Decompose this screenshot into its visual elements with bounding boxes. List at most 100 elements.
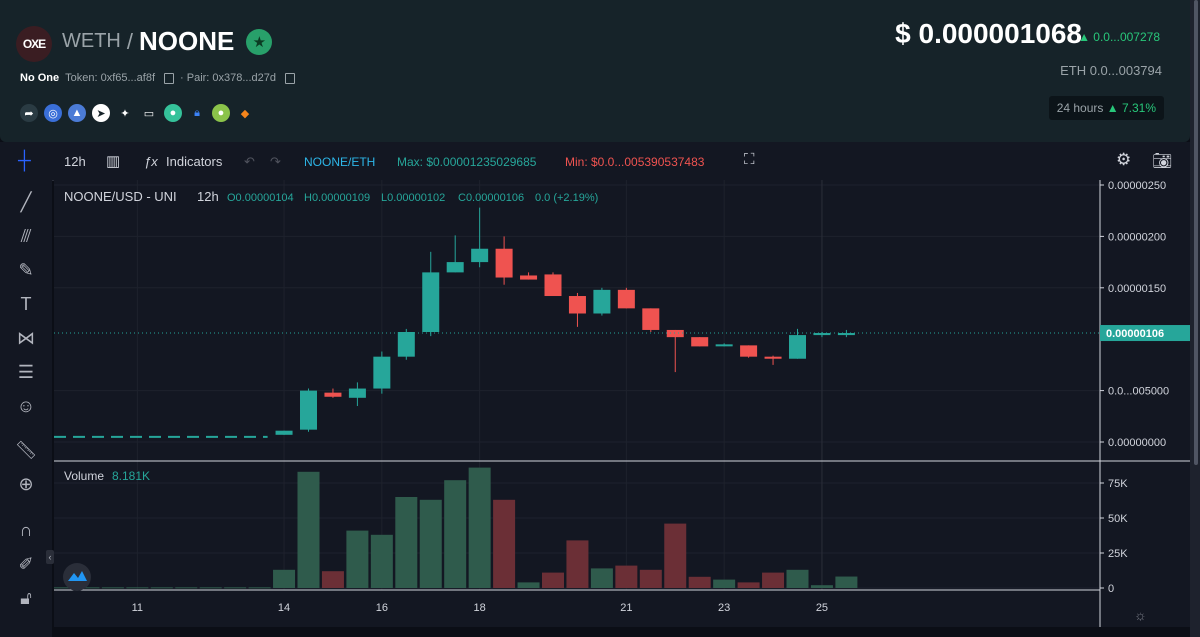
chart-link-icon[interactable]: ▲ <box>68 104 86 122</box>
candles-icon[interactable]: ▥ <box>106 153 121 170</box>
lock-drawings-icon[interactable]: ✐ <box>18 553 34 574</box>
volume-bar <box>444 480 467 588</box>
candle-body <box>593 289 611 314</box>
green-token-icon[interactable]: ● <box>212 104 230 122</box>
chart-svg[interactable]: 0.00000106 0.00000000 0.0...005000 0.000001… <box>53 180 1190 627</box>
interval-button[interactable]: 12h <box>64 154 86 169</box>
volume-bar <box>346 530 369 588</box>
candle-body <box>275 430 293 435</box>
current-price-label: 0.00000106 <box>1106 328 1164 340</box>
token-name: No One <box>20 72 60 84</box>
period-badge[interactable]: 24 hours ▲ 7.31% <box>1048 96 1164 120</box>
volume-bar <box>273 569 296 588</box>
symbol-label[interactable]: NOONE/ETH <box>304 155 376 169</box>
volume-bar <box>248 587 271 589</box>
copy-pair-icon[interactable] <box>285 72 296 84</box>
legend-low: L0.00000102 <box>381 192 445 204</box>
volume-bar <box>77 587 100 589</box>
pair-base[interactable]: WETH <box>62 30 121 52</box>
volume-bar <box>762 572 785 588</box>
zoom-in-icon[interactable]: ⊕ <box>18 473 34 494</box>
pattern-icon[interactable]: ⋈ <box>17 327 35 348</box>
candle-body <box>520 275 538 280</box>
share-icon[interactable]: ➦ <box>20 104 38 122</box>
fib-tool-icon[interactable]: ⫻ <box>20 225 32 246</box>
volume-bar <box>590 568 613 588</box>
unlock-icon[interactable]: 🔓︎ <box>20 587 32 608</box>
volume-tick-label: 25K <box>1108 548 1128 560</box>
crosshair-icon[interactable]: ┼ <box>18 150 31 170</box>
copy-token-icon[interactable] <box>164 72 175 84</box>
legend-interval: 12h <box>197 189 219 204</box>
lock-icon[interactable]: 🔒︎ <box>194 106 200 119</box>
candle-body <box>397 332 415 357</box>
price-tick-label: 0.00000250 <box>1108 180 1166 192</box>
candle-body <box>373 356 391 389</box>
coingecko-icon[interactable]: ● <box>164 104 182 122</box>
page-scrollbar[interactable] <box>1190 0 1200 637</box>
legend-open: O0.00000104 <box>227 192 294 204</box>
price-tick-label: 0.00000000 <box>1108 437 1166 449</box>
time-tick-label: 18 <box>474 602 486 614</box>
token-meta: No One Token: 0xf65...af8f · Pair: 0x378… <box>20 72 296 84</box>
social-links: ➦ ◎ ▲ ➤ ✦ ▭ ● 🔒︎ ● ◆ <box>20 104 254 122</box>
volume-bar <box>224 587 247 589</box>
volume-bar <box>493 499 516 588</box>
tradingview-logo[interactable] <box>63 563 91 591</box>
candle-body <box>813 333 831 336</box>
candle-body <box>691 337 709 347</box>
twitter-icon[interactable]: ✦ <box>120 107 130 120</box>
favorite-star-icon[interactable]: ★ <box>246 28 273 55</box>
magnet-icon[interactable]: ∩ <box>19 519 33 540</box>
candle-body <box>495 248 513 278</box>
candle-body <box>789 335 806 359</box>
legend-symbol: NOONE/USD - UNI <box>64 189 177 204</box>
camera-icon[interactable]: 📷︎ <box>1152 153 1173 170</box>
prediction-icon[interactable]: ☰ <box>17 361 35 382</box>
chart-toolbar: ┼ 12h ▥ ƒx Indicators ↶ ↷ NOONE/ETH Max:… <box>0 142 1190 181</box>
candle-body <box>324 392 342 397</box>
volume-tick-label: 50K <box>1108 513 1128 525</box>
ruler-icon[interactable]: 📏︎ <box>14 439 38 460</box>
undo-icon[interactable]: ↶ <box>244 154 255 169</box>
emoji-icon[interactable]: ☺ <box>16 395 36 416</box>
website-icon[interactable]: ▭ <box>143 107 155 120</box>
redo-icon[interactable]: ↷ <box>270 154 281 169</box>
candle-body <box>568 296 586 314</box>
volume-value: 8.181K <box>112 469 150 483</box>
candle-body <box>740 345 758 357</box>
indicators-button[interactable]: Indicators <box>166 154 223 169</box>
time-tick-label: 23 <box>718 602 730 614</box>
candle-body <box>666 329 684 338</box>
chart-area[interactable]: 0.00000106 0.00000000 0.0...005000 0.000001… <box>53 180 1190 627</box>
axis-settings-icon[interactable]: ☼ <box>1134 607 1147 623</box>
collapse-toolbar-icon[interactable]: ‹ <box>46 550 54 564</box>
scrollbar-thumb[interactable] <box>1194 0 1198 465</box>
pair-quote[interactable]: NOONE <box>139 26 235 56</box>
coinmarketcap-icon[interactable]: ◎ <box>44 104 62 122</box>
max-price: Max: $0.00001235029685 <box>397 155 537 169</box>
period-label: 24 hours <box>1056 101 1104 115</box>
trend-line-icon[interactable]: ╱ <box>20 191 32 212</box>
candle-body <box>348 388 366 398</box>
fx-icon[interactable]: ƒx <box>144 154 158 169</box>
token-logo: OXE <box>16 26 52 62</box>
time-tick-label: 11 <box>132 602 143 614</box>
settings-gear-icon[interactable]: ⚙ <box>1116 150 1132 169</box>
volume-bar <box>786 569 809 588</box>
volume-bar <box>395 497 418 588</box>
fullscreen-icon[interactable]: ⛶ <box>744 151 755 168</box>
brush-icon[interactable]: ✎ <box>18 259 34 280</box>
legend-high: H0.00000109 <box>304 192 370 204</box>
telegram-icon[interactable]: ➤ <box>92 104 110 122</box>
volume-bar <box>321 571 344 588</box>
candle-body <box>446 262 464 273</box>
time-tick-label: 16 <box>376 602 388 614</box>
metamask-icon[interactable]: ◆ <box>240 107 250 120</box>
volume-bar <box>297 471 320 588</box>
min-price: Min: $0.0...005390537483 <box>565 155 705 169</box>
pair-title: WETH / NOONE ★ <box>62 26 273 57</box>
text-tool-icon[interactable]: T <box>20 293 32 314</box>
volume-bar <box>542 572 564 588</box>
volume-bar <box>101 587 124 589</box>
